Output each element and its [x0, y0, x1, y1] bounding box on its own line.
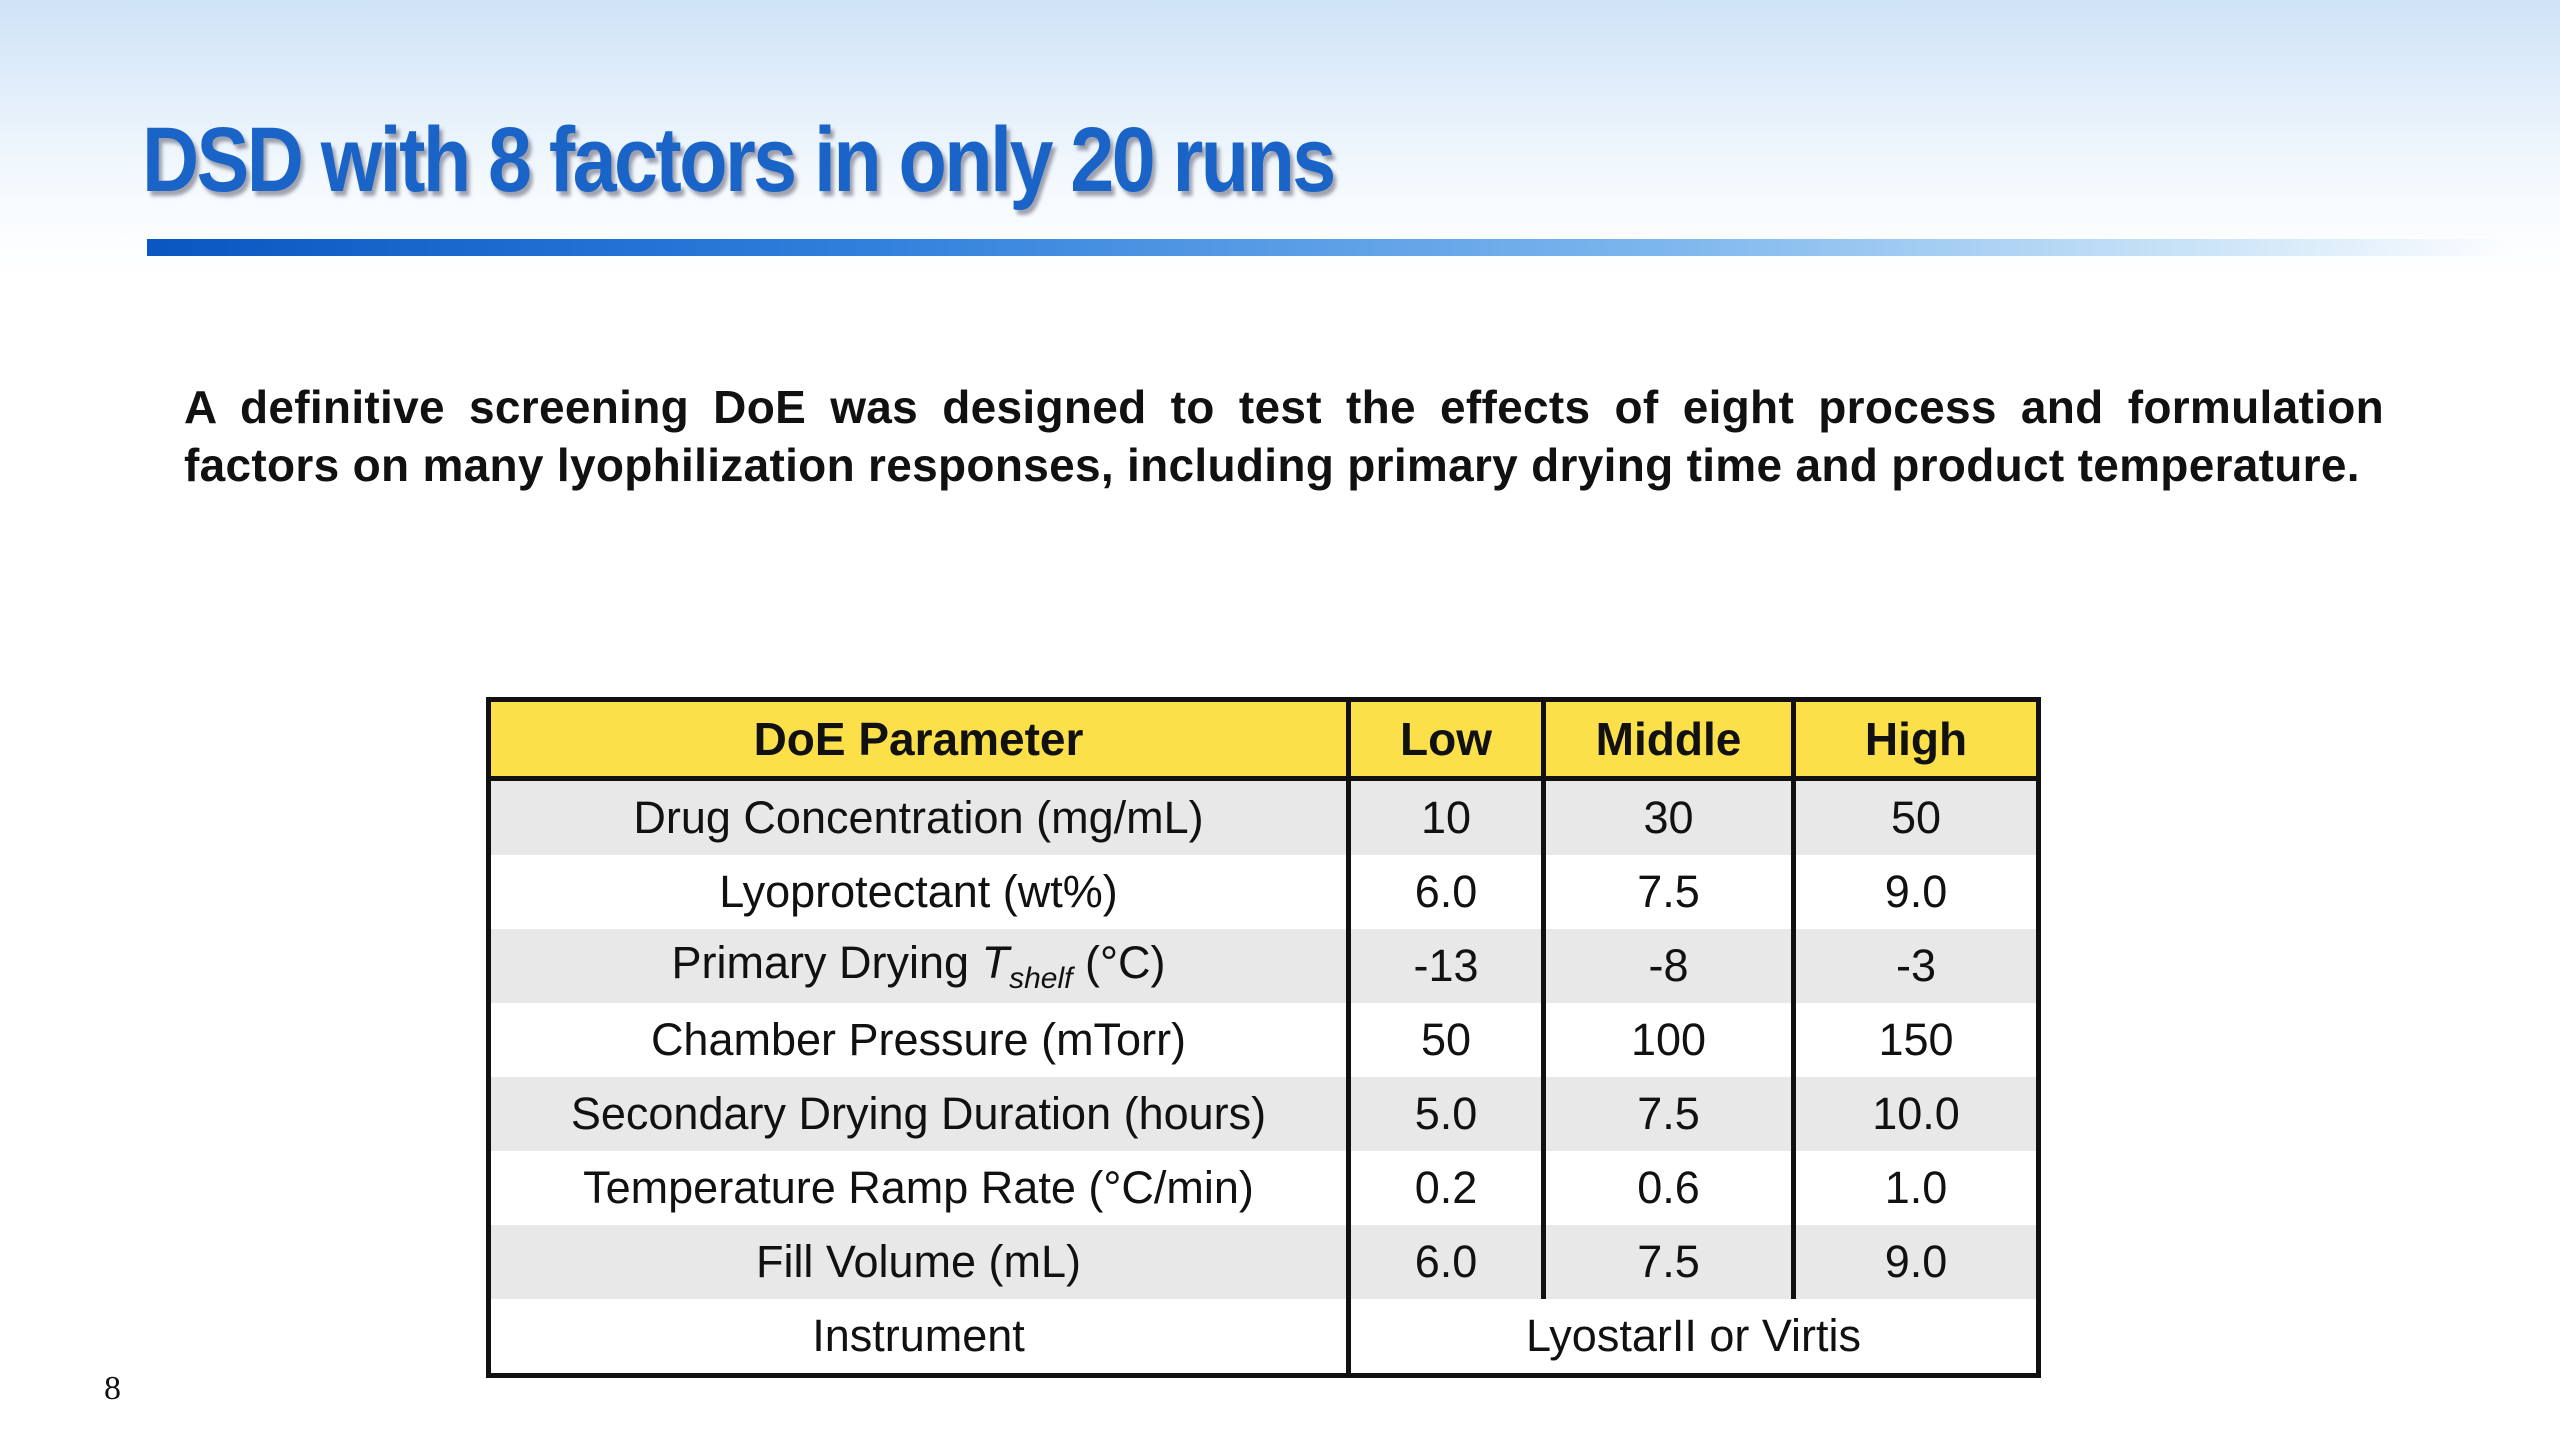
page-number: 8 — [104, 1370, 121, 1407]
instrument-row: Instrument LyostarII or Virtis — [488, 1299, 2039, 1376]
doe-parameter-table: DoE Parameter Low Middle High Drug Conce… — [486, 697, 2041, 1378]
header-doe-parameter: DoE Parameter — [488, 699, 1349, 781]
middle-cell: 7.5 — [1541, 1077, 1794, 1151]
middle-cell: -8 — [1541, 929, 1794, 1003]
table-row: Drug Concentration (mg/mL) 10 30 50 — [488, 778, 2039, 855]
low-cell: 10 — [1346, 778, 1544, 855]
parameter-suffix: (°C) — [1072, 936, 1166, 988]
table-row: Lyoprotectant (wt%) 6.0 7.5 9.0 — [489, 855, 2039, 929]
tshelf-symbol: Tshelf — [981, 936, 1073, 995]
low-cell: 5.0 — [1346, 1077, 1544, 1151]
header-high: High — [1791, 699, 2039, 781]
high-cell: 50 — [1791, 778, 2039, 855]
table-header-row: DoE Parameter Low Middle High — [488, 699, 2039, 781]
title-underline — [147, 239, 2510, 256]
middle-cell: 30 — [1541, 778, 1794, 855]
high-cell: -3 — [1791, 929, 2039, 1003]
table-row: Chamber Pressure (mTorr) 50 100 150 — [489, 1003, 2039, 1077]
parameter-cell: Drug Concentration (mg/mL) — [488, 778, 1349, 855]
table-row: Primary Drying Tshelf (°C) -13 -8 -3 — [488, 929, 2039, 1003]
parameter-cell: Lyoprotectant (wt%) — [719, 866, 1118, 917]
low-cell: -13 — [1346, 929, 1544, 1003]
high-cell: 1.0 — [1791, 1151, 2039, 1225]
middle-cell: 7.5 — [1541, 855, 1794, 929]
low-cell: 6.0 — [1346, 1225, 1544, 1299]
slide-description: A definitive screening DoE was designed … — [184, 381, 2384, 491]
high-cell: 10.0 — [1791, 1077, 2039, 1151]
middle-cell: 0.6 — [1541, 1151, 1794, 1225]
slide-title: DSD with 8 factors in only 20 runs — [142, 109, 1336, 211]
instrument-label: Instrument — [488, 1299, 1349, 1376]
table-row: Fill Volume (mL) 6.0 7.5 9.0 — [488, 1225, 2039, 1299]
table-row: Temperature Ramp Rate (°C/min) 0.2 0.6 1… — [489, 1151, 2039, 1225]
instrument-value: LyostarII or Virtis — [1346, 1299, 2039, 1376]
low-cell: 50 — [1346, 1003, 1544, 1077]
parameter-cell: Chamber Pressure (mTorr) — [650, 1014, 1187, 1065]
header-low: Low — [1346, 699, 1544, 781]
parameter-cell: Fill Volume (mL) — [488, 1225, 1349, 1299]
parameter-cell: Temperature Ramp Rate (°C/min) — [583, 1162, 1254, 1213]
middle-cell: 7.5 — [1541, 1225, 1794, 1299]
high-cell: 9.0 — [1791, 1225, 2039, 1299]
header-middle: Middle — [1541, 699, 1794, 781]
middle-cell: 100 — [1541, 1003, 1794, 1077]
parameter-cell: Secondary Drying Duration (hours) — [488, 1077, 1349, 1151]
parameter-cell: Primary Drying Tshelf (°C) — [488, 929, 1349, 1003]
parameter-prefix: Primary Drying — [671, 936, 982, 988]
low-cell: 0.2 — [1346, 1151, 1544, 1225]
low-cell: 6.0 — [1346, 855, 1544, 929]
high-cell: 150 — [1791, 1003, 2039, 1077]
table-row: Secondary Drying Duration (hours) 5.0 7.… — [488, 1077, 2039, 1151]
high-cell: 9.0 — [1791, 855, 2039, 929]
